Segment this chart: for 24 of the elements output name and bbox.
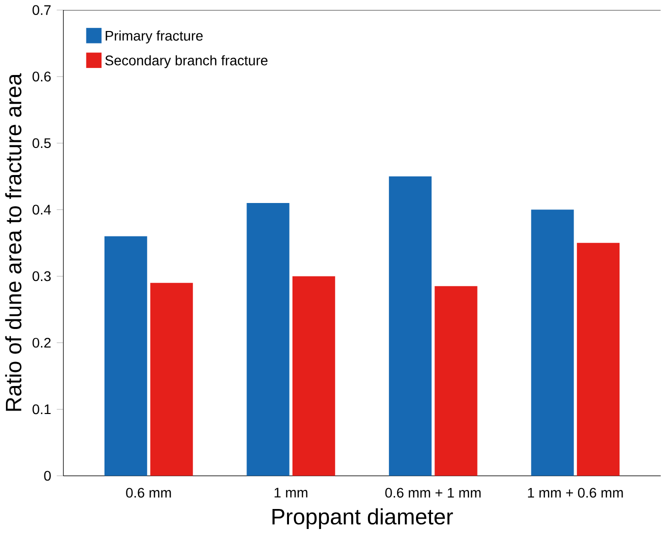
bar <box>104 236 148 476</box>
bar <box>531 210 574 476</box>
y-tick-label: 0 <box>44 470 51 481</box>
legend-label: Primary fracture <box>106 30 203 44</box>
legend-label: Secondary branch fracture <box>105 55 268 68</box>
bar <box>576 242 620 476</box>
x-axis-title: Proppant diameter <box>272 508 453 529</box>
bar <box>150 282 193 476</box>
x-tick-label: 0.6 mm <box>126 488 171 498</box>
y-tick-label: 0.1 <box>32 404 51 414</box>
y-tick-label: 0.2 <box>32 338 51 348</box>
y-tick-label: 0.7 <box>32 5 51 15</box>
bar <box>434 286 478 476</box>
x-tick-label: 1 mm <box>274 488 308 498</box>
y-tick-label: 0.3 <box>32 271 51 282</box>
y-axis-title: Ratio of dune area to fracture area <box>5 73 22 411</box>
y-tick-label: 0.5 <box>32 138 51 148</box>
bar <box>246 202 290 476</box>
x-tick-label: 1 mm + 0.6 mm <box>528 488 623 498</box>
y-tick-label: 0.4 <box>32 204 51 215</box>
x-tick-label: 0.6 mm + 1 mm <box>385 488 481 498</box>
y-tick-label: 0.6 <box>32 72 51 82</box>
bar <box>292 276 336 476</box>
bar <box>388 176 432 476</box>
